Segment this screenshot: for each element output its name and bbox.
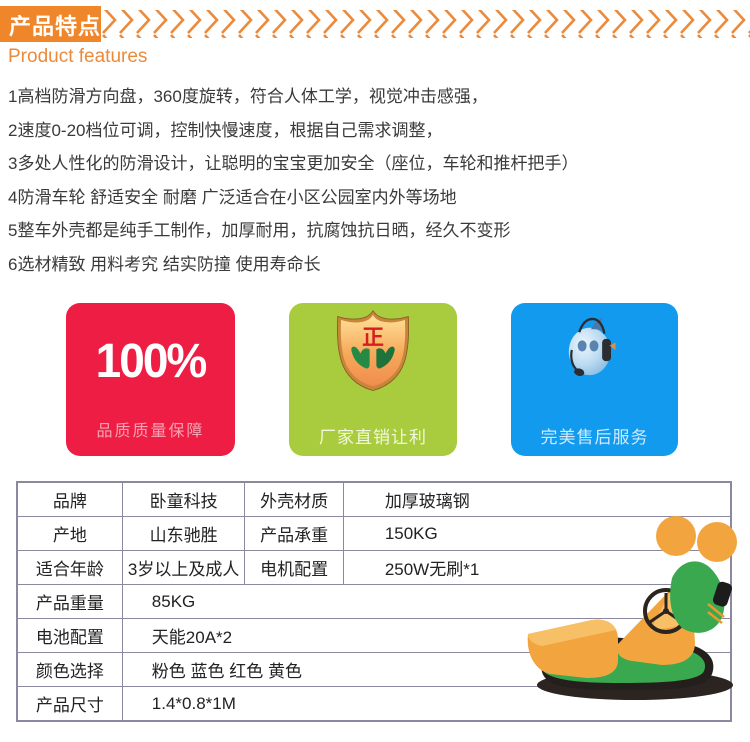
svg-text:正: 正 bbox=[362, 324, 384, 349]
